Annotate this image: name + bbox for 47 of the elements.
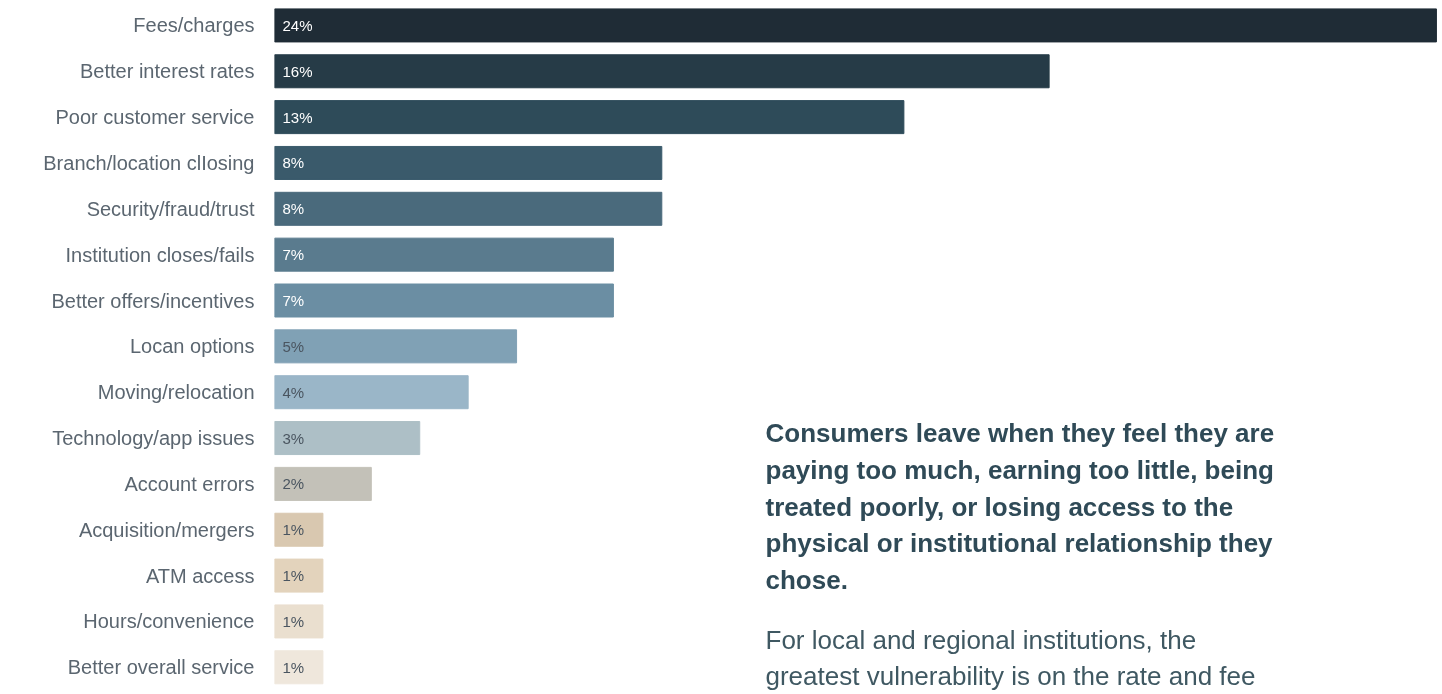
y-tick-label: Poor customer service [55, 106, 255, 129]
bar [274, 375, 469, 410]
y-tick-label: Acquisition/mergers [78, 518, 255, 541]
data-label: 7% [282, 246, 305, 264]
y-tick-label: Technology/app issues [52, 427, 255, 450]
bar [274, 421, 421, 456]
data-label: 8% [282, 200, 305, 218]
annotation: For local and regional institutions, the greatest vulnerability is on the rate and fee [765, 624, 1256, 692]
bar [274, 8, 1437, 43]
data-label: 7% [282, 292, 305, 310]
y-tick-label: Institution closes/fails [65, 243, 255, 266]
y-tick-label: Better interest rates [79, 60, 255, 83]
data-label: 3% [282, 429, 305, 447]
bar [274, 283, 614, 318]
data-label: 1% [282, 612, 305, 630]
y-tick-label: Account errors [124, 472, 255, 495]
bar [274, 54, 1050, 89]
y-tick-label: Hours/convenience [83, 610, 255, 633]
y-tick-label: Moving/relocation [97, 381, 255, 404]
y-tick-label: Security/fraud/trust [86, 197, 255, 220]
bar [274, 145, 663, 180]
data-label: 2% [282, 475, 305, 493]
bar [274, 558, 324, 593]
bar [274, 512, 324, 547]
data-label: 13% [282, 108, 313, 126]
data-label: 4% [282, 383, 305, 401]
data-label: 1% [282, 521, 305, 539]
data-label: 5% [282, 337, 305, 355]
bar [274, 191, 663, 226]
data-label: 1% [282, 567, 305, 585]
bar [274, 604, 324, 639]
y-tick-label: Better overall service [67, 656, 255, 679]
y-tick-label: Fees/charges [133, 14, 255, 37]
bar [274, 329, 518, 364]
bar [274, 100, 905, 135]
bar [274, 237, 614, 272]
y-tick-label: Branch/location clIosing [43, 151, 255, 174]
data-label: 8% [282, 154, 305, 172]
data-label: 1% [282, 658, 305, 676]
annotation: Consumers leave when they feel they are paying too much, earning too little, being treated poorly, or losing access to the physical or institutional relationship they chose. [765, 418, 1275, 596]
y-tick-label: Better offers/incentives [51, 289, 255, 312]
y-tick-label: Locan options [129, 335, 255, 358]
data-label: 16% [282, 62, 313, 80]
y-tick-label: ATM access [145, 564, 255, 587]
bar [274, 466, 372, 501]
data-label: 24% [282, 16, 313, 34]
bar [274, 650, 324, 685]
